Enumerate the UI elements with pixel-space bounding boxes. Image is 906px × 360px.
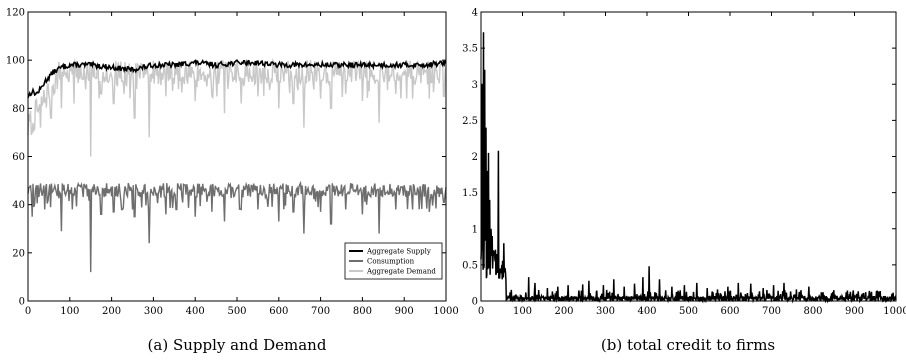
supply-demand-x-tick-label: 900 — [395, 306, 414, 317]
legend-entry: Consumption — [367, 258, 415, 266]
supply-demand-x-tick-label: 500 — [227, 306, 246, 317]
total-credit-line — [480, 32, 897, 304]
supply-demand-x-tick-label: 200 — [102, 306, 121, 317]
aggregate-demand-line — [27, 58, 447, 157]
supply-demand-chart: 0 100 200 300 400 500 600 700 800 900 1000 0 20 40 60 8… — [6, 8, 459, 355]
credit-plot-frame — [480, 11, 897, 302]
credit-y-tick-label: 4 — [472, 8, 478, 19]
aggregate-supply-line — [27, 59, 447, 98]
supply-demand-y-tick-label: 60 — [12, 152, 25, 163]
credit-y-tick-label: 0 — [472, 297, 478, 308]
supply-demand-y-tick-label: 80 — [12, 104, 25, 115]
supply-demand-x-tick-label: 700 — [311, 306, 330, 317]
credit-x-tick-label: 1000 — [883, 306, 906, 317]
supply-demand-x-tick-label: 600 — [269, 306, 288, 317]
credit-x-tick-label: 800 — [803, 306, 822, 317]
credit-y-tick-label: 1 — [472, 224, 478, 235]
credit-y-tick-label: 2.5 — [462, 116, 478, 127]
credit-y-tick-label: 3.5 — [462, 44, 478, 55]
supply-demand-x-tick-label: 100 — [60, 306, 79, 317]
supply-demand-y-tick-label: 120 — [6, 8, 25, 19]
supply-demand-x-tick-label: 1000 — [433, 306, 458, 317]
supply-demand-y-tick-label: 40 — [12, 200, 25, 211]
credit-x-tick-label: 200 — [554, 306, 573, 317]
supply-demand-x-tick-label: 300 — [144, 306, 163, 317]
supply-demand-x-tick-label: 800 — [353, 306, 372, 317]
credit-y-tick-label: 2 — [472, 152, 478, 163]
supply-demand-axes: 0 100 200 300 400 500 600 700 800 900 1000 0 20 40 60 8… — [6, 8, 459, 318]
supply-demand-plot-lines — [27, 58, 447, 273]
supply-demand-y-tick-label: 20 — [12, 248, 25, 259]
credit-caption: (b) total credit to firms — [601, 336, 775, 354]
credit-x-tick-label: 100 — [513, 306, 532, 317]
credit-plot-lines — [480, 32, 897, 304]
credit-y-tick-label: 1.5 — [462, 188, 478, 199]
credit-x-tick-label: 300 — [596, 306, 615, 317]
credit-x-tick-label: 400 — [637, 306, 656, 317]
consumption-line — [27, 180, 447, 273]
supply-demand-x-tick-label: 0 — [25, 306, 31, 317]
credit-x-tick-label: 900 — [845, 306, 864, 317]
credit-x-tick-label: 500 — [679, 306, 698, 317]
credit-x-tick-label: 600 — [720, 306, 739, 317]
credit-x-tick-label: 700 — [762, 306, 781, 317]
supply-demand-y-tick-label: 100 — [6, 56, 25, 67]
legend-entry: Aggregate Supply — [366, 248, 431, 256]
supply-demand-x-tick-label: 400 — [186, 306, 205, 317]
legend-entry: Aggregate Demand — [366, 268, 436, 276]
credit-y-tick-label: 0.5 — [462, 260, 478, 271]
credit-x-tick-label: 0 — [478, 306, 484, 317]
credit-axes: 0 100 200 300 400 500 600 700 800 900 1000 0 0.5 1 1.5… — [462, 8, 906, 318]
supply-demand-y-tick-label: 0 — [19, 297, 25, 308]
supply-demand-legend: Aggregate Supply Consumption Aggregate Dem… — [344, 242, 443, 280]
supply-demand-caption: (a) Supply and Demand — [148, 336, 327, 354]
credit-chart: 0 100 200 300 400 500 600 700 800 900 1000 0 0.5 1 1.5… — [462, 8, 906, 355]
credit-y-tick-label: 3 — [472, 80, 478, 91]
